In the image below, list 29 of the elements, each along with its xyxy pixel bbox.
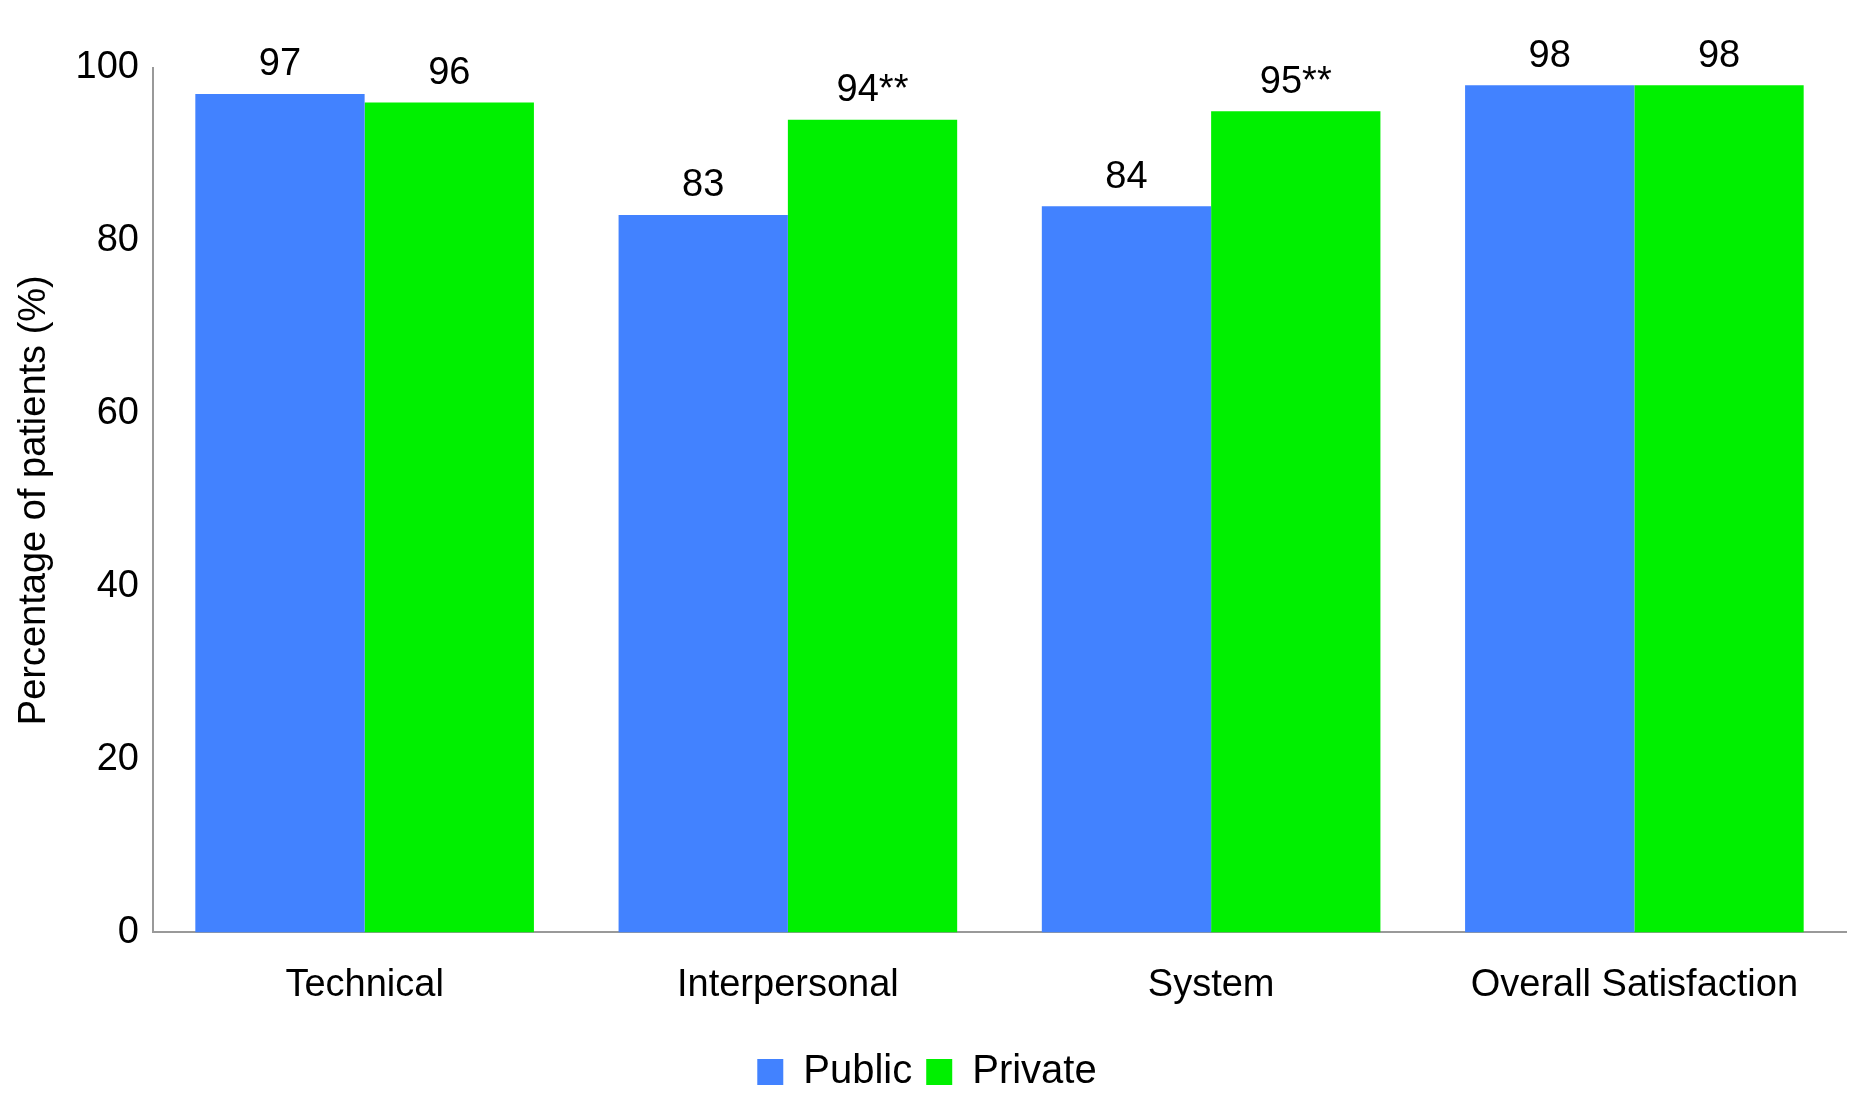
data-label: 98 (1697, 32, 1741, 75)
data-label: 94** (836, 67, 909, 110)
y-tick-label: 100 (75, 44, 139, 87)
bar (195, 93, 365, 933)
data-label: 95** (1259, 58, 1332, 101)
y-tick-label: 20 (96, 736, 139, 778)
legend-label: Private (972, 1047, 1097, 1092)
x-tick-label: Technical (285, 961, 444, 1004)
data-label: 83 (682, 162, 725, 205)
data-label: 98 (1528, 32, 1571, 75)
bar (787, 119, 958, 933)
bar (1465, 85, 1635, 933)
y-tick-label: 40 (96, 563, 139, 606)
x-tick-label: System (1147, 961, 1275, 1004)
bar (1041, 206, 1212, 933)
bar (1634, 85, 1804, 933)
y-axis-title: Percentage of patients (%) (11, 275, 54, 726)
bar (364, 102, 534, 933)
bar (1211, 111, 1381, 933)
data-label: 96 (428, 50, 471, 93)
y-tick-label: 80 (96, 217, 139, 260)
data-label: 97 (258, 41, 302, 84)
y-tick-label: 60 (96, 390, 139, 433)
legend-label: Public (803, 1047, 913, 1092)
data-label: 84 (1105, 153, 1148, 196)
x-tick-label: Overall Satisfaction (1470, 961, 1799, 1004)
y-tick-label: 0 (117, 908, 139, 951)
x-tick-label: Interpersonal (676, 961, 899, 1004)
bar (618, 214, 788, 933)
